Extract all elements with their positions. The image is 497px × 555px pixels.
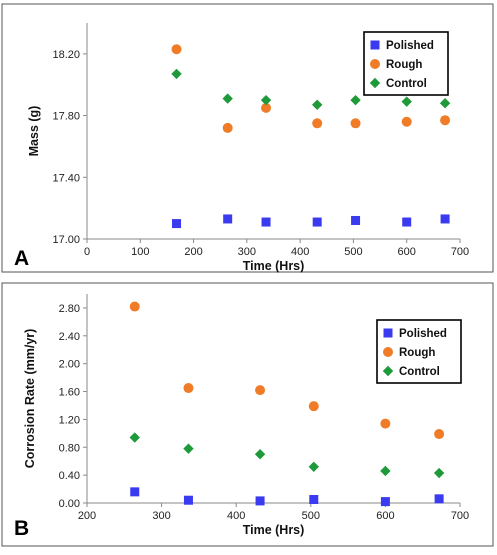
data-point-rough <box>222 122 233 133</box>
legend-marker-rough <box>370 59 380 69</box>
y-tick-label: 17.00 <box>52 234 80 246</box>
y-tick-label: 2.80 <box>59 303 80 315</box>
legend-marker-polished <box>383 328 393 338</box>
data-point-rough <box>255 385 266 396</box>
panel-letter: A <box>14 247 29 270</box>
data-point-control <box>433 467 445 479</box>
x-tick-label: 500 <box>302 510 320 522</box>
data-point-polished <box>351 215 361 225</box>
data-point-control <box>439 98 451 109</box>
data-point-rough <box>261 102 272 113</box>
x-tick-label: 400 <box>291 246 309 258</box>
x-tick-label: 0 <box>84 246 90 258</box>
series-polished <box>130 487 444 507</box>
data-point-polished <box>312 217 322 227</box>
data-point-polished <box>402 217 412 227</box>
legend: Polished Rough Control <box>376 319 462 384</box>
panel-frame <box>1 3 494 273</box>
x-tick-label: 700 <box>451 510 469 522</box>
y-tick-label: 18.20 <box>52 49 80 61</box>
x-tick-label: 600 <box>376 510 394 522</box>
data-point-rough <box>350 118 361 129</box>
data-point-rough <box>183 383 194 394</box>
x-axis-title: Time (Hrs) <box>243 259 305 273</box>
legend-label-rough: Rough <box>386 59 422 71</box>
y-tick-label: 0.00 <box>59 498 80 510</box>
x-tick-label: 300 <box>152 510 170 522</box>
data-point-polished <box>380 497 390 507</box>
legend-marker-rough <box>383 347 393 357</box>
data-point-polished <box>223 214 233 224</box>
data-point-control <box>380 465 391 477</box>
x-tick-label: 700 <box>451 246 469 258</box>
y-tick-label: 2.40 <box>59 331 80 343</box>
data-point-polished <box>440 214 450 224</box>
data-point-rough <box>171 44 182 55</box>
series-control <box>171 68 451 110</box>
legend-label-control: Control <box>399 366 440 378</box>
chart-panel-b: 200 300 400 500 600 700 0.00 0.40 0.80 1.20 1.60 2.… <box>1 282 494 547</box>
data-point-control <box>401 96 412 107</box>
data-point-control <box>311 99 323 110</box>
data-point-polished <box>255 496 265 506</box>
x-tick-label: 100 <box>131 246 149 258</box>
x-tick-label: 300 <box>238 246 256 258</box>
x-tick-label: 200 <box>78 510 96 522</box>
data-point-control <box>222 93 233 104</box>
data-point-control <box>350 94 361 106</box>
chart-panel-a: 0 100 200 300 400 500 600 700 17.00 17.40 17.80 18.… <box>1 3 494 273</box>
series-rough <box>129 301 445 440</box>
y-tick-label: 17.80 <box>52 111 80 123</box>
y-tick-label: 0.40 <box>59 470 80 482</box>
panel-frame <box>1 282 494 547</box>
panel-letter: B <box>14 517 29 540</box>
data-point-control <box>171 68 182 80</box>
data-point-polished <box>261 217 271 227</box>
data-point-polished <box>309 495 319 505</box>
x-tick-label: 200 <box>184 246 202 258</box>
series-rough <box>171 44 451 133</box>
data-point-rough <box>401 116 412 127</box>
series-control <box>129 432 445 479</box>
x-tick-label: 500 <box>344 246 362 258</box>
legend-marker-control <box>369 77 381 89</box>
y-tick-label: 0.80 <box>59 442 80 454</box>
legend-label-polished: Polished <box>386 40 434 52</box>
series-polished <box>172 214 450 229</box>
data-point-polished <box>183 495 193 505</box>
y-tick-label: 1.20 <box>59 414 80 426</box>
x-tick-label: 400 <box>227 510 245 522</box>
data-point-control <box>129 432 140 443</box>
data-point-control <box>308 461 319 472</box>
data-point-control <box>260 94 272 106</box>
y-axis-title: Corrosion Rate (mm/yr) <box>23 329 37 469</box>
data-point-rough <box>312 118 323 129</box>
data-point-polished <box>434 494 444 504</box>
data-point-control <box>254 449 266 460</box>
y-tick-label: 1.60 <box>59 387 80 399</box>
legend-marker-polished <box>370 40 380 50</box>
x-tick-label: 600 <box>398 246 416 258</box>
data-point-control <box>183 443 194 454</box>
x-axis-title: Time (Hrs) <box>243 523 305 537</box>
legend-label-polished: Polished <box>399 328 447 340</box>
data-point-rough <box>129 301 140 312</box>
y-tick-label: 17.40 <box>52 172 80 184</box>
data-point-rough <box>434 429 445 440</box>
legend-label-control: Control <box>386 78 427 90</box>
y-tick-label: 2.00 <box>59 359 80 371</box>
legend: Polished Rough Control <box>363 31 449 96</box>
data-point-rough <box>440 115 451 126</box>
data-point-polished <box>130 487 140 497</box>
legend-marker-control <box>382 365 394 377</box>
data-point-polished <box>172 219 182 229</box>
data-point-rough <box>380 418 391 429</box>
legend-label-rough: Rough <box>399 347 435 359</box>
y-axis-title: Mass (g) <box>27 106 41 157</box>
data-point-rough <box>308 401 319 412</box>
